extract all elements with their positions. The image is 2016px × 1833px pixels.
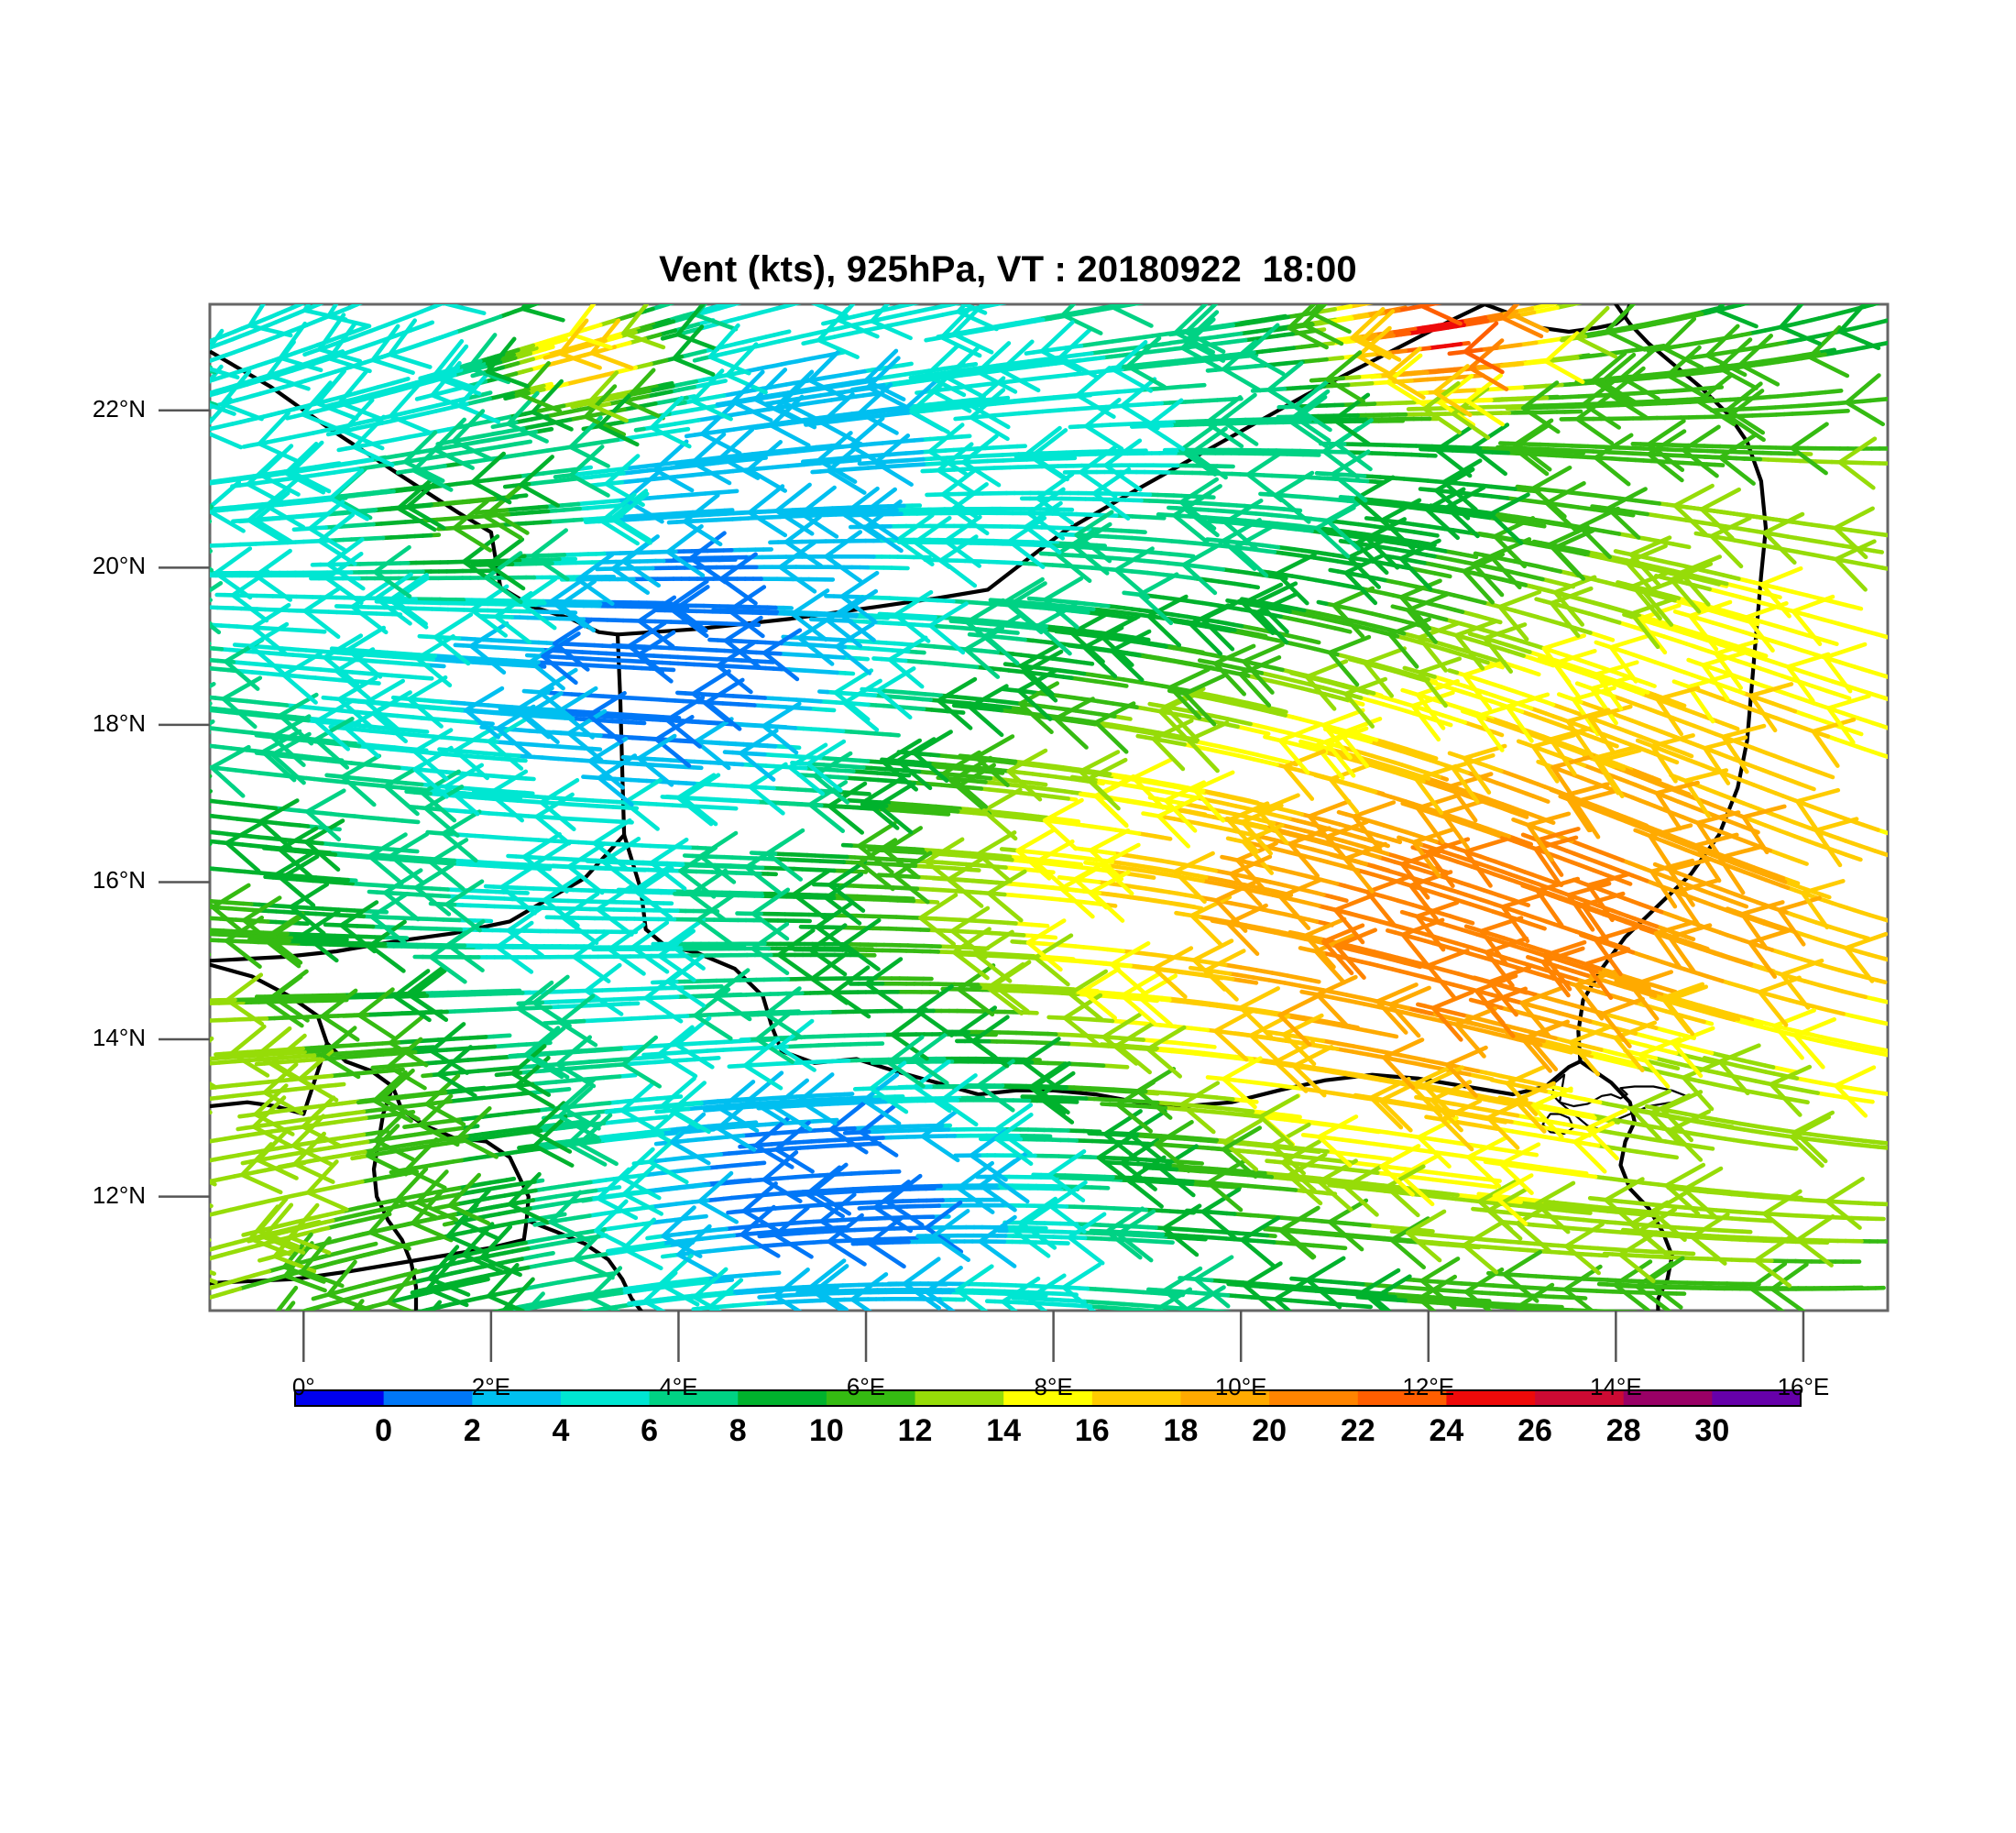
colorbar-tick-label: 28 xyxy=(1578,1413,1670,1449)
colorbar-tick-label: 30 xyxy=(1666,1413,1758,1449)
x-tick-label: 6°E xyxy=(802,1373,930,1401)
colorbar-tick-label: 22 xyxy=(1312,1413,1404,1449)
colorbar-tick-label: 24 xyxy=(1400,1413,1492,1449)
colorbar-tick-label: 6 xyxy=(604,1413,696,1449)
colorbar-tick-label: 20 xyxy=(1223,1413,1315,1449)
y-tick-label: 20°N xyxy=(36,552,146,580)
colorbar-tick-label: 2 xyxy=(426,1413,518,1449)
y-tick-label: 16°N xyxy=(36,866,146,895)
x-tick-label: 16°E xyxy=(1739,1373,1868,1401)
colorbar-tick-label: 16 xyxy=(1046,1413,1138,1449)
x-tick-label: 2°E xyxy=(427,1373,555,1401)
y-tick-label: 14°N xyxy=(36,1024,146,1052)
colorbar-tick-label: 10 xyxy=(781,1413,872,1449)
colorbar-tick-label: 0 xyxy=(338,1413,430,1449)
x-tick-label: 8°E xyxy=(990,1373,1118,1401)
x-tick-label: 0° xyxy=(239,1373,367,1401)
colorbar-tick-label: 12 xyxy=(870,1413,961,1449)
colorbar-tick-label: 4 xyxy=(515,1413,607,1449)
y-tick-label: 22°N xyxy=(36,395,146,423)
y-tick-label: 18°N xyxy=(36,709,146,738)
colorbar-tick-label: 14 xyxy=(958,1413,1049,1449)
colorbar-tick-label: 8 xyxy=(692,1413,783,1449)
colorbar-tick-label: 26 xyxy=(1489,1413,1581,1449)
x-tick-label: 12°E xyxy=(1364,1373,1493,1401)
x-tick-label: 14°E xyxy=(1551,1373,1680,1401)
x-tick-label: 4°E xyxy=(614,1373,742,1401)
x-tick-label: 10°E xyxy=(1177,1373,1305,1401)
y-tick-label: 12°N xyxy=(36,1181,146,1210)
colorbar-tick-label: 18 xyxy=(1134,1413,1226,1449)
